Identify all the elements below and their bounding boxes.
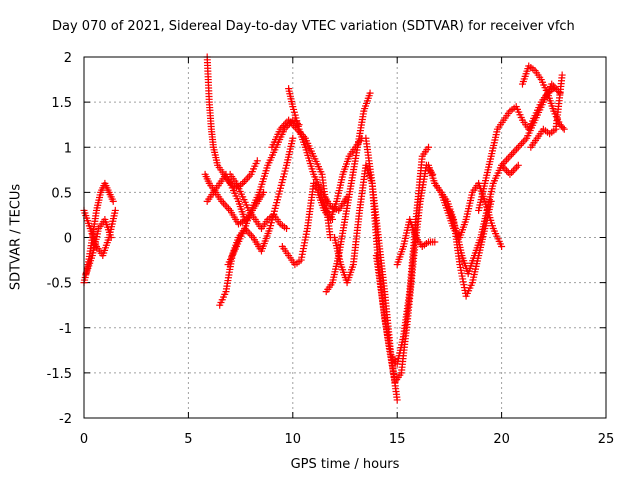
data-point [503, 156, 511, 164]
data-point [506, 152, 514, 160]
x-tick-label: 20 [493, 432, 510, 447]
data-point [504, 154, 512, 162]
data-point [503, 167, 511, 175]
data-point [244, 174, 252, 182]
data-point [509, 167, 517, 175]
data-points [80, 53, 568, 404]
data-point [393, 396, 401, 404]
data-point [240, 178, 248, 186]
data-point [501, 165, 509, 173]
data-point [289, 134, 297, 142]
data-point [242, 176, 250, 184]
data-point [501, 158, 509, 166]
data-point [107, 234, 115, 241]
data-point [224, 205, 232, 213]
chart-title: Day 070 of 2021, Sidereal Day-to-day VTE… [52, 19, 575, 34]
data-point [246, 230, 254, 238]
data-point [366, 89, 374, 97]
data-point [511, 165, 519, 173]
data-point [219, 199, 227, 207]
data-point [247, 232, 255, 240]
y-tick-label: -1.5 [47, 367, 72, 382]
data-point [513, 163, 521, 171]
data-point [518, 140, 526, 148]
y-axis-label: SDTVAR / TECUs [8, 183, 24, 291]
data-point [514, 161, 522, 169]
x-axis-label: GPS time / hours [290, 457, 400, 472]
x-tick-label: 10 [285, 432, 302, 447]
data-point [244, 228, 252, 236]
data-point [111, 206, 119, 214]
data-point [506, 170, 514, 178]
data-point [283, 224, 291, 232]
data-point [511, 147, 519, 155]
data-point [513, 145, 521, 153]
x-tick-label: 5 [184, 432, 192, 447]
y-tick-label: 1 [64, 141, 72, 156]
data-point [519, 138, 527, 146]
data-point [109, 197, 117, 205]
data-point [296, 129, 304, 137]
y-tick-label: 2 [64, 51, 72, 66]
data-point [498, 243, 506, 251]
data-point [221, 201, 229, 209]
plot-frame [83, 56, 607, 419]
data-point [253, 157, 261, 165]
y-tick-label: -2 [59, 412, 72, 427]
data-point [516, 141, 524, 149]
tick-labels: 0 5 10 15 20 25 2 1.5 1 0.5 0 -0.5 -1 -1.5 -2 [47, 51, 615, 447]
x-tick-label: 25 [598, 432, 615, 447]
data-point [223, 203, 231, 211]
x-tick-label: 0 [80, 432, 88, 447]
y-tick-label: -0.5 [47, 277, 72, 292]
y-tick-label: -1 [59, 322, 72, 337]
data-point [559, 124, 567, 132]
grid-lines [84, 57, 606, 418]
data-point [508, 169, 516, 177]
data-point [425, 143, 433, 151]
data-point [558, 71, 566, 79]
data-point [514, 143, 522, 151]
data-point [560, 125, 568, 133]
data-point [431, 238, 439, 246]
y-tick-label: 0 [64, 232, 72, 247]
x-tick-label: 15 [389, 432, 406, 447]
data-point [509, 149, 517, 157]
data-point [508, 150, 516, 158]
y-tick-label: 0.5 [51, 186, 72, 201]
y-tick-label: 1.5 [51, 96, 72, 111]
